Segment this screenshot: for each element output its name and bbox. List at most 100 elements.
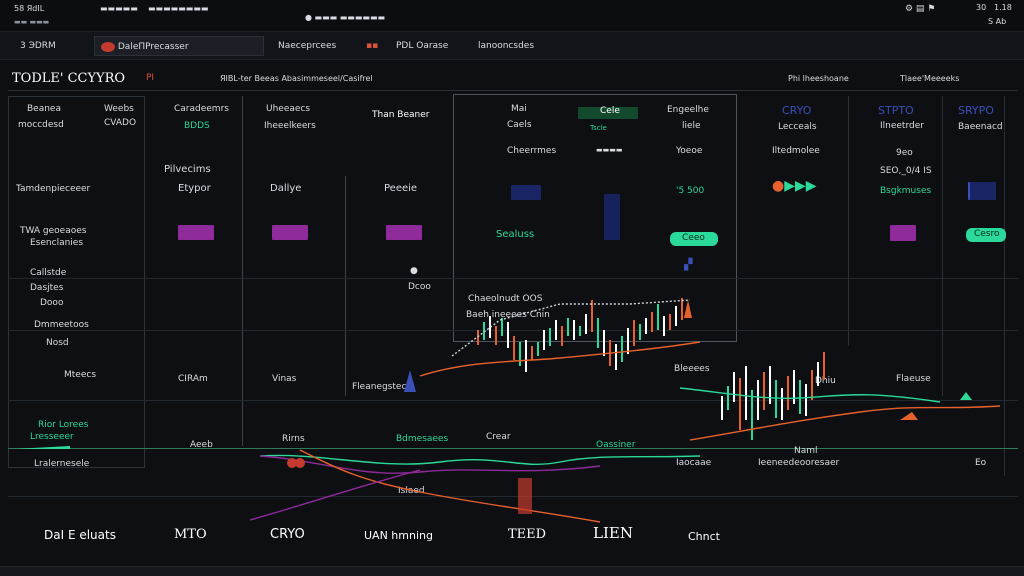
trend-arrows-icon: ●▶▶▶ (772, 178, 817, 194)
action-button[interactable]: Ceeo (670, 232, 718, 246)
chart-title: Chaeolnudt OOS (468, 294, 543, 304)
header-sub: liele (682, 121, 701, 131)
status-label: Sealuss (496, 229, 535, 240)
row-divider (8, 278, 1018, 279)
row-label: Esenclanies (30, 238, 84, 248)
top-menu-item[interactable]: ▬▬▬▬▬▬▬▬ (148, 4, 209, 13)
top-status: ● ▬▬▬ ▬▬▬▬▬▬ (305, 13, 386, 22)
header-label: CRYO (782, 104, 812, 117)
status-bar (178, 225, 214, 240)
event-marker (287, 458, 297, 468)
tab-2[interactable]: Naeceprcees (278, 41, 337, 51)
cell-label: Dooo (40, 298, 64, 308)
page-title: TODLE' CCYYRO (12, 71, 126, 86)
cell-value: '5 500 (676, 186, 705, 196)
cell-label: Iltedmolee (772, 146, 820, 156)
tab-3[interactable]: PDL Oarase (396, 41, 449, 51)
bottom-label[interactable]: TEED (508, 527, 547, 542)
header-sub: Tscle (590, 124, 607, 132)
top-right-code: 30 (976, 3, 987, 12)
volume-bar (518, 478, 532, 514)
bottom-label[interactable]: MTO (174, 527, 207, 542)
cell-label: Naml (794, 446, 818, 456)
header-label: Mai (511, 104, 527, 114)
cell-value: SEO,_0/4 IS (880, 166, 932, 176)
price-marker (900, 412, 918, 420)
header-label: Uheeaecs (266, 104, 311, 114)
cell-label: Oassiner (596, 440, 636, 450)
cell-label: Bsgkmuses (880, 186, 932, 196)
app-title: 58 ЯdIL (14, 4, 45, 13)
tab-close-icon[interactable]: ▪▪ (366, 41, 379, 51)
row-divider (8, 448, 1018, 449)
cell-label: Dhiu (815, 376, 836, 386)
cell-label: Mteecs (64, 370, 97, 380)
price-marker (960, 392, 972, 400)
cell-value: Dallye (270, 183, 302, 194)
header-label: Cele (600, 106, 620, 116)
header-sub: CVADO (104, 118, 137, 128)
top-right-label: S Ab (988, 17, 1007, 26)
cell-label: Cheerrmes (507, 146, 557, 156)
indicator-lines (249, 299, 1001, 523)
bottom-label[interactable]: DaI E eluats (44, 528, 116, 542)
header-sub: Iheeelkeers (264, 121, 316, 131)
header-sub: BDDS (184, 121, 210, 131)
header-sub: Ilneetrder (880, 121, 924, 131)
row-label: Dasjtes (30, 283, 64, 293)
bottom-label[interactable]: Chnct (688, 530, 720, 543)
header-label: Caradeemrs (174, 104, 229, 114)
cell-label: Eo (975, 458, 987, 468)
row-label: Rior Lorees (38, 420, 89, 430)
header-label: Engeelhe (667, 105, 709, 115)
tab-4[interactable]: lanooncsdes (478, 41, 535, 51)
toolbar-right-2[interactable]: Tlaee'Meeeeks (900, 74, 960, 83)
row-label: Nosd (46, 338, 69, 348)
cell-label: Islaed (398, 486, 425, 496)
toolbar-right-1[interactable]: Phi lheeshoane (788, 74, 849, 83)
cell-label: Aeeb (190, 440, 213, 450)
top-menu-item[interactable]: ▬▬▬▬▬ (100, 4, 138, 13)
row-divider (8, 496, 1018, 497)
cell-label: Flaeuse (896, 374, 931, 384)
row-label: Dmmeetoos (34, 320, 89, 330)
cell-label: Bleeees (674, 364, 710, 374)
header-label: STPTO (878, 104, 914, 117)
top-right-value: 1.18 (994, 3, 1012, 12)
row-label: Lresseeer (30, 432, 74, 442)
row-label: Callstde (30, 268, 67, 278)
mid-panel (453, 94, 737, 342)
bottom-label[interactable]: LIEN (593, 524, 633, 542)
column-divider (848, 96, 849, 346)
row-label: TWA geoeaoes (20, 226, 87, 236)
cell-label: Bdmesaees (396, 434, 449, 444)
price-tag (578, 107, 638, 119)
price-marker (684, 300, 692, 318)
settings-icon[interactable]: ⚙ ▤ ⚑ (905, 4, 936, 14)
app-subtitle: ▬▬ ▬▬▬ (14, 18, 50, 26)
header-sub: Lecceals (778, 122, 817, 132)
bottom-label[interactable]: CRYO (270, 527, 305, 542)
column-divider (345, 176, 346, 396)
title-code: PI (146, 73, 155, 83)
header-label: Than Beaner (372, 110, 430, 120)
column-divider (942, 96, 943, 396)
tab-0[interactable]: 3 ЭDRM (20, 41, 56, 51)
header-sub: moccdesd (18, 120, 64, 130)
cell-label: Iaocaae (676, 458, 712, 468)
action-button[interactable]: Cesro (966, 228, 1006, 242)
status-bar (890, 225, 916, 241)
status-bar (0, 566, 1024, 576)
cell-label: Vinas (272, 374, 297, 384)
left-panel (8, 96, 145, 468)
header-label: Beanea (27, 104, 61, 114)
chart-subtitle: Baeh ineeees Cnin (466, 310, 550, 320)
trend-arrow (14, 446, 70, 449)
tab-1[interactable]: DaleПPrecasser (94, 36, 264, 56)
status-bar (272, 225, 308, 240)
bottom-label[interactable]: UAN hmning (364, 529, 433, 542)
header-label: Weebs (104, 104, 134, 114)
cell-label: Yoeoe (676, 146, 703, 156)
brand-logo-icon (101, 41, 115, 52)
